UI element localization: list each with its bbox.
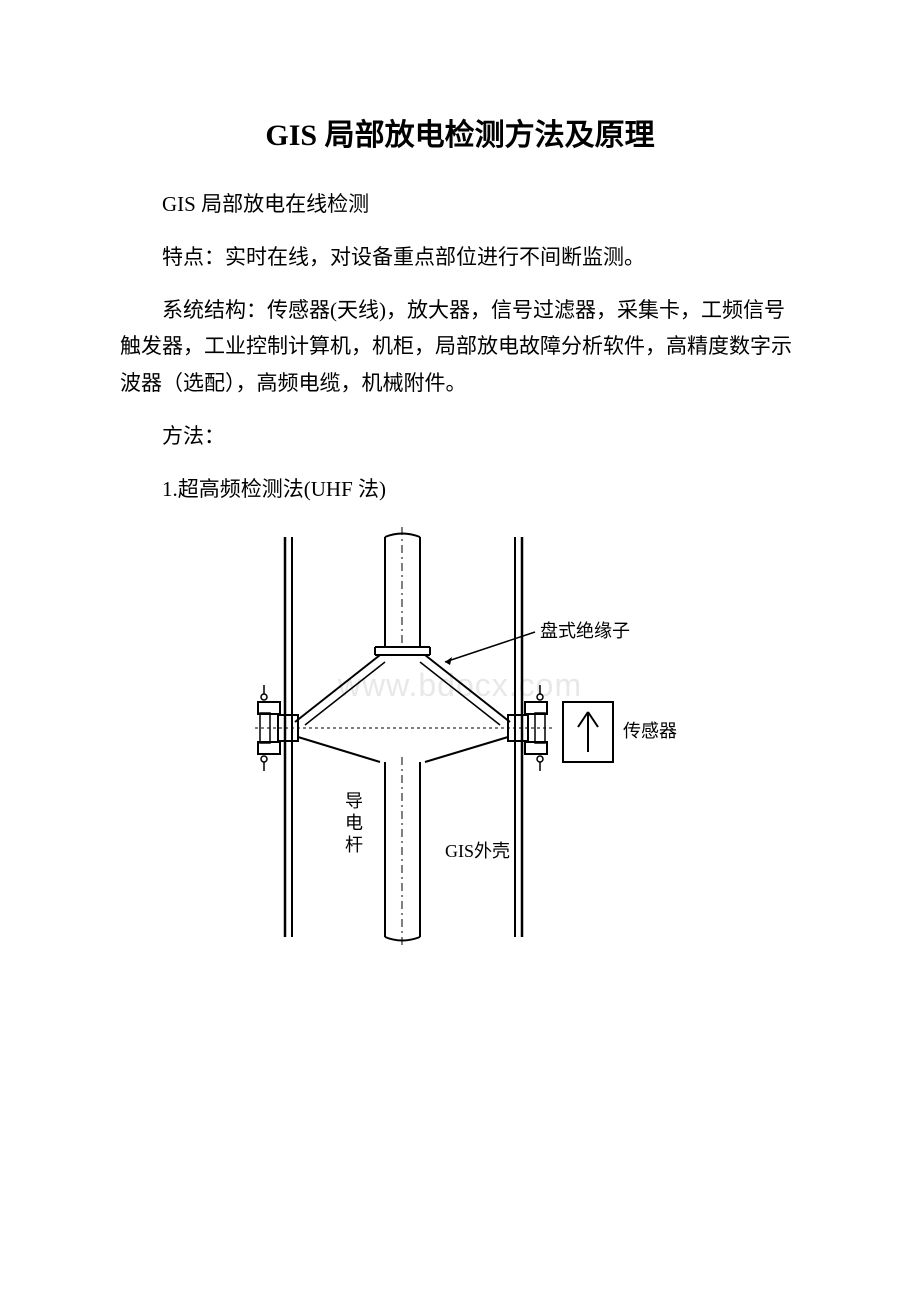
label-conductor-3: 杆 bbox=[345, 835, 363, 855]
paragraph-method-1: 1.超高频检测法(UHF 法) bbox=[120, 471, 800, 508]
paragraph-features: 特点：实时在线，对设备重点部位进行不间断监测。 bbox=[120, 239, 800, 276]
label-insulator: 盘式绝缘子 bbox=[540, 621, 630, 641]
paragraph-structure: 系统结构：传感器(天线)，放大器，信号过滤器，采集卡，工频信号触发器，工业控制计… bbox=[120, 292, 800, 402]
label-conductor-2: 电 bbox=[345, 813, 363, 833]
document-title: GIS 局部放电检测方法及原理 bbox=[120, 110, 800, 154]
label-conductor-1: 导 bbox=[345, 791, 363, 811]
label-shell: GIS外壳 bbox=[445, 841, 510, 861]
paragraph-method-label: 方法： bbox=[120, 418, 800, 455]
paragraph-intro: GIS 局部放电在线检测 bbox=[120, 186, 800, 223]
diagram-container: www.bdocx.com bbox=[120, 527, 800, 947]
gis-diagram: www.bdocx.com bbox=[220, 527, 700, 947]
gis-svg: 盘式绝缘子 传感器 GIS外壳 导 电 杆 bbox=[220, 527, 700, 947]
label-sensor: 传感器 bbox=[623, 721, 677, 741]
